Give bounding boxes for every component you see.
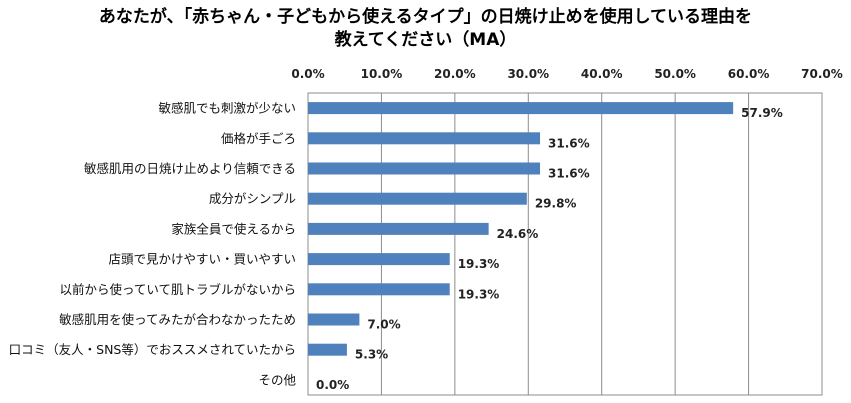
data-label: 24.6% (497, 227, 539, 241)
data-label: 31.6% (548, 136, 590, 150)
x-axis-ticks: 0.0% 10.0% 20.0% 30.0% 40.0% 50.0% 60.0% 70.0% (291, 67, 842, 81)
bar (308, 253, 450, 266)
bar (308, 343, 347, 356)
bar (308, 283, 450, 296)
data-label: 31.6% (548, 167, 590, 181)
x-tick-label: 40.0% (581, 67, 623, 81)
category-label: その他 (258, 372, 296, 387)
plot-area-border (307, 92, 823, 396)
bar (308, 102, 734, 115)
x-tick-label: 60.0% (728, 67, 770, 81)
x-tick-label: 0.0% (291, 67, 324, 81)
data-label: 7.0% (367, 318, 400, 332)
category-label: 敏感肌用の日焼け止めより信頼できる (84, 161, 296, 176)
chart-title-line2: 教えてください（MA） (334, 30, 517, 50)
gridlines (307, 92, 823, 396)
x-tick-label: 50.0% (654, 67, 696, 81)
bar (308, 313, 360, 326)
x-tick-label: 20.0% (434, 67, 476, 81)
category-label: 敏感肌でも刺激が少ない (158, 101, 296, 116)
data-label: 19.3% (458, 257, 500, 271)
category-label: 口コミ（友人・SNS等）でおススメされていたから (9, 342, 296, 357)
bar (308, 222, 489, 235)
data-label: 57.9% (741, 106, 783, 120)
bar (308, 132, 541, 145)
chart-title: あなたが、「赤ちゃん・子どもから使えるタイプ」の日焼け止めを使用している理由を … (0, 6, 851, 52)
category-label: 以前から使っていて肌トラブルがないから (59, 282, 296, 297)
bar (308, 192, 527, 205)
category-label: 敏感肌用を使ってみたが合わなかったため (59, 312, 296, 327)
bar (308, 162, 541, 175)
category-labels: 敏感肌でも刺激が少ない価格が手ごろ敏感肌用の日焼け止めより信頼できる成分がシンプ… (9, 101, 297, 388)
category-label: 価格が手ごろ (221, 131, 296, 146)
data-label: 5.3% (355, 348, 388, 362)
category-label: 家族全員で使えるから (171, 221, 296, 236)
data-label: 19.3% (458, 287, 500, 301)
value-labels: 57.9% 31.6% 31.6% 29.8% 24.6% 19.3% 19.3% 7.0% 5… (316, 106, 783, 392)
x-tick-label: 10.0% (361, 67, 403, 81)
category-label: 成分がシンプル (209, 191, 296, 206)
x-tick-label: 70.0% (801, 67, 843, 81)
data-label: 0.0% (316, 378, 349, 392)
data-label: 29.8% (535, 197, 577, 211)
chart-title-line1: あなたが、「赤ちゃん・子どもから使えるタイプ」の日焼け止めを使用している理由を (98, 7, 753, 27)
x-tick-label: 30.0% (507, 67, 549, 81)
bars (308, 102, 734, 356)
category-label: 店頭で見かけやすい・買いやすい (108, 252, 296, 267)
